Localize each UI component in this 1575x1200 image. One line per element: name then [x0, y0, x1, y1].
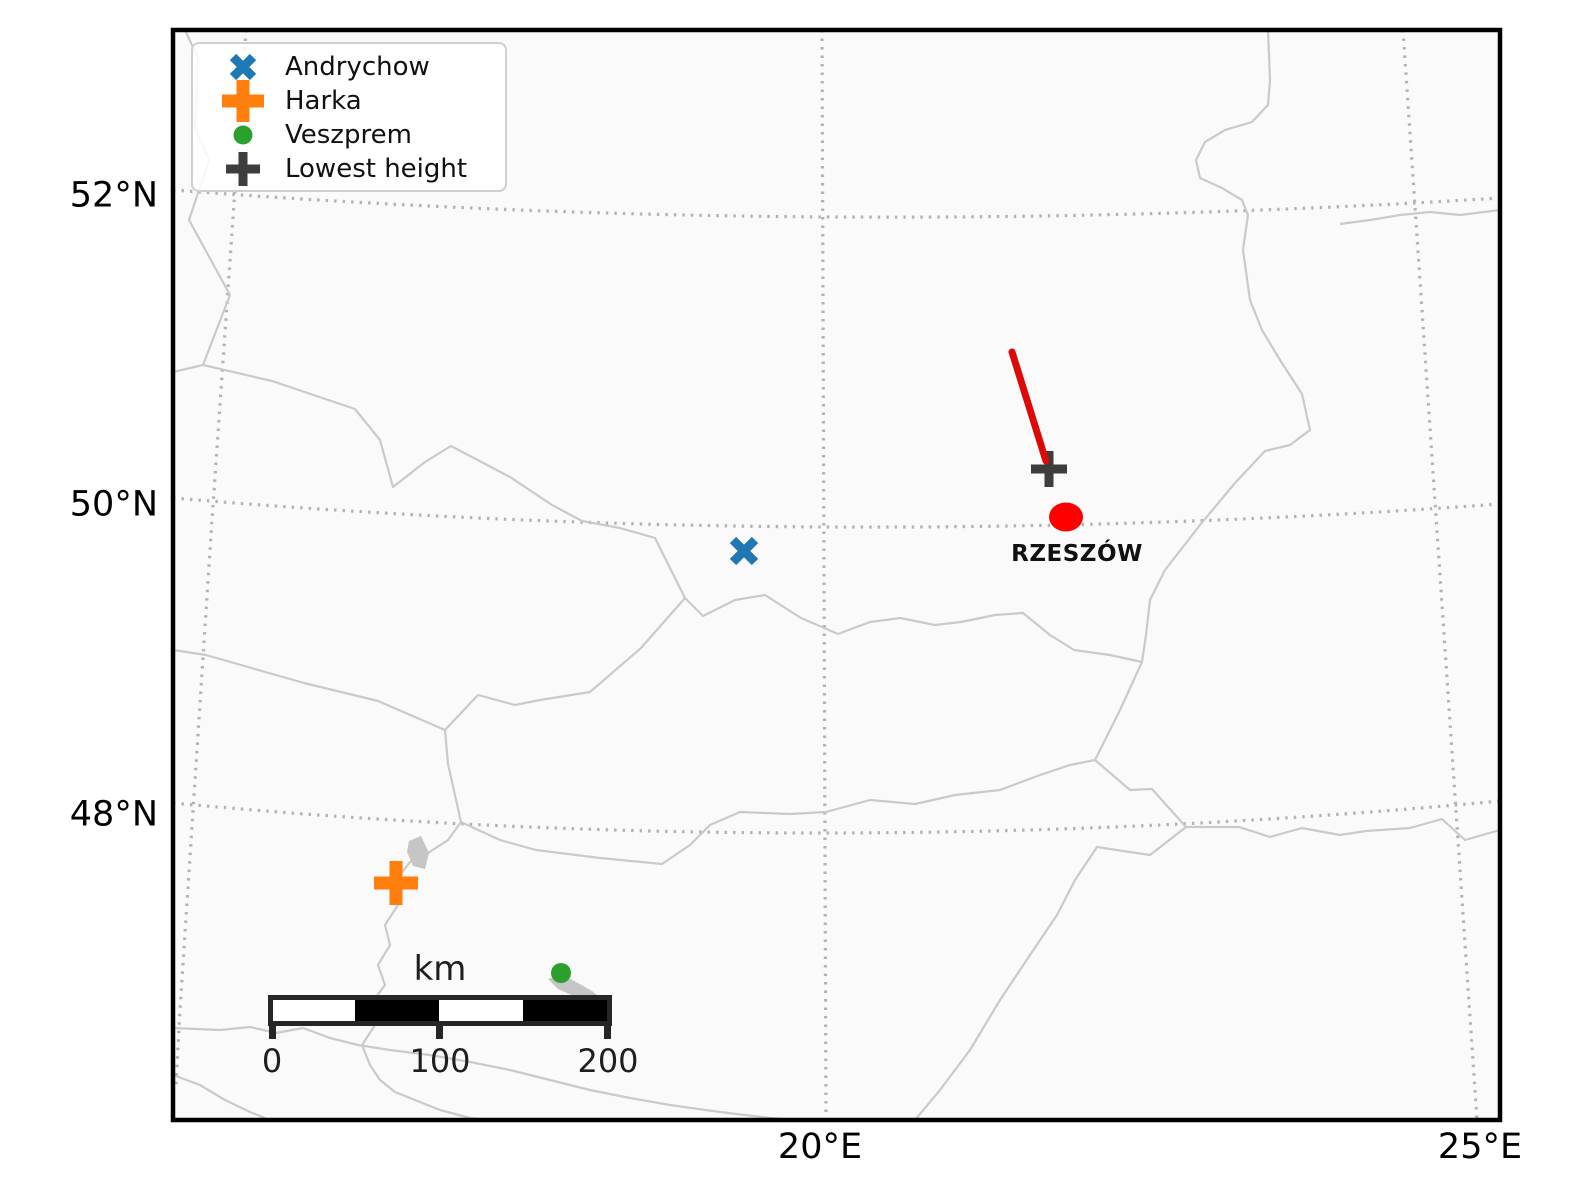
border-hu-ro	[914, 826, 1187, 1121]
y-tick-48n: 48°N	[69, 794, 158, 835]
border-at-sk	[443, 729, 463, 823]
border-at-hu	[360, 821, 491, 1122]
scalebar: km 0 100 200	[262, 949, 639, 1080]
border-at-it	[172, 1073, 271, 1122]
scalebar-tick-0	[269, 1026, 276, 1039]
scalebar-seg-1	[273, 1000, 355, 1021]
legend-item-harka: Harka	[201, 80, 495, 122]
scalebar-label-0: 0	[262, 1042, 282, 1080]
y-tick-50n: 50°N	[69, 484, 158, 525]
meridian-20e	[820, 29, 828, 1121]
lowest-height-marker	[1031, 451, 1067, 487]
graticule	[172, 29, 1501, 1121]
border-cz-at	[172, 648, 446, 732]
scalebar-tick-200	[604, 1026, 611, 1039]
plot-frame	[170, 27, 1503, 1123]
x-marker-icon	[201, 50, 285, 84]
legend-item-andrychow: Andrychow	[201, 50, 495, 84]
scalebar-seg-2	[355, 1000, 439, 1021]
border-cz-pl	[202, 363, 686, 599]
dark-plus-marker-icon	[201, 152, 285, 186]
scalebar-tick-100	[436, 1026, 443, 1039]
legend-label: Lowest height	[285, 154, 468, 184]
country-borders	[172, 29, 1501, 1122]
scalebar-unit-label: km	[414, 949, 467, 989]
legend-label: Veszprem	[285, 120, 412, 150]
border-by	[1339, 208, 1501, 226]
plus-marker-icon	[201, 80, 285, 122]
border-cz-sk	[444, 597, 686, 731]
plot-area	[173, 30, 1500, 1120]
legend: Andrychow Harka Veszprem	[191, 42, 507, 192]
scalebar-label-100: 100	[409, 1042, 470, 1080]
dot-marker-icon	[201, 118, 285, 152]
y-tick-52n: 52°N	[69, 175, 158, 216]
border-pl-sk	[684, 593, 1143, 664]
x-tick-25e: 25°E	[1437, 1127, 1523, 1167]
border-pl-east	[1140, 29, 1312, 663]
meridian-25e	[1401, 29, 1479, 1121]
legend-label: Andrychow	[285, 52, 430, 82]
border-sk-hu	[460, 758, 1096, 866]
veszprem-marker	[551, 963, 571, 983]
legend-item-lowest-height: Lowest height	[201, 152, 495, 186]
andrychow-marker	[729, 536, 759, 566]
rzeszow-dot	[1049, 502, 1083, 532]
rzeszow-label: RZESZÓW	[1011, 541, 1143, 567]
border-ua-ro	[1094, 759, 1501, 842]
border-sk-ua	[1094, 661, 1143, 761]
scalebar-seg-3	[439, 1000, 523, 1021]
lake-neusiedl	[407, 836, 429, 869]
legend-label: Harka	[285, 86, 362, 116]
scalebar-label-200: 200	[577, 1042, 638, 1080]
x-tick-20e: 20°E	[777, 1127, 863, 1167]
scalebar-seg-4	[523, 1000, 607, 1021]
legend-item-veszprem: Veszprem	[201, 118, 495, 152]
trajectory-line	[1008, 348, 1050, 465]
harka-marker	[374, 861, 418, 905]
